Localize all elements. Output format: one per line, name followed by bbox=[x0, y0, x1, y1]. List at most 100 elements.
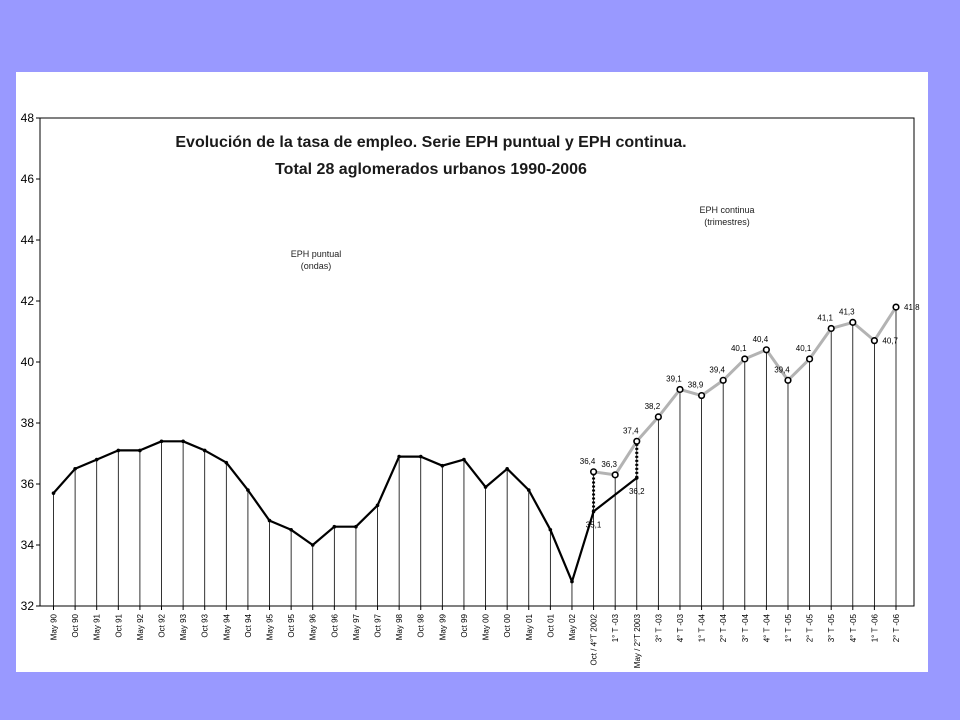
point-puntual bbox=[267, 518, 272, 523]
x-tick-label: Oct / 4°T 2002 bbox=[590, 613, 599, 665]
data-label: 41,3 bbox=[839, 307, 855, 316]
data-label: 38,9 bbox=[688, 381, 704, 390]
x-tick-label: May 98 bbox=[395, 613, 404, 640]
point-puntual bbox=[289, 527, 293, 532]
y-tick-label: 34 bbox=[21, 538, 35, 552]
x-tick-label: 1° T -06 bbox=[870, 613, 879, 642]
point-puntual bbox=[94, 457, 99, 462]
x-tick-label: 2° T -04 bbox=[719, 613, 728, 642]
x-tick-label: 2° T -06 bbox=[892, 613, 901, 642]
point-puntual bbox=[73, 466, 77, 471]
data-label: 38,2 bbox=[645, 402, 661, 411]
chart-subtitle: Total 28 aglomerados urbanos 1990-2006 bbox=[275, 161, 587, 178]
point-continua bbox=[697, 391, 706, 400]
x-tick-label: Oct 96 bbox=[330, 613, 339, 637]
data-label: 35,1 bbox=[586, 520, 602, 529]
x-tick-label: May 99 bbox=[438, 613, 447, 640]
x-tick-label: May 95 bbox=[266, 613, 275, 640]
point-puntual bbox=[570, 579, 574, 584]
data-label: 39,1 bbox=[666, 374, 682, 383]
point-puntual bbox=[548, 527, 553, 532]
point-continua bbox=[805, 355, 814, 363]
y-tick-label: 38 bbox=[21, 416, 35, 430]
point-puntual bbox=[116, 448, 121, 453]
y-tick-label: 46 bbox=[21, 172, 35, 186]
point-puntual bbox=[483, 485, 488, 489]
chart-title: Evolución de la tasa de empleo. Serie EP… bbox=[175, 134, 687, 151]
point-continua bbox=[589, 468, 598, 476]
x-tick-label: 3° T -05 bbox=[827, 613, 836, 642]
point-continua bbox=[827, 324, 835, 333]
x-tick-label: 4° T -04 bbox=[762, 613, 771, 642]
y-tick-label: 48 bbox=[21, 111, 35, 125]
point-puntual bbox=[354, 524, 358, 529]
data-label: 41,8 bbox=[904, 303, 920, 312]
series-label-puntual-line2: (ondas) bbox=[300, 261, 332, 271]
point-puntual bbox=[181, 439, 185, 444]
x-tick-label: May 90 bbox=[50, 613, 59, 640]
y-tick-label: 32 bbox=[21, 599, 35, 613]
point-puntual bbox=[397, 454, 401, 459]
x-tick-label: Oct 00 bbox=[503, 613, 512, 637]
data-label: 36,3 bbox=[601, 460, 617, 469]
point-puntual bbox=[224, 460, 229, 465]
y-tick-label: 40 bbox=[21, 355, 35, 369]
data-label: 40,7 bbox=[882, 337, 898, 346]
series-label-continua: EPH continua (trimestres) bbox=[672, 204, 782, 228]
x-tick-label: Oct 94 bbox=[244, 613, 253, 637]
data-label: 36,2 bbox=[629, 487, 645, 496]
x-tick-label: May 00 bbox=[482, 613, 491, 640]
point-continua bbox=[784, 376, 792, 384]
y-tick-label: 42 bbox=[21, 294, 35, 308]
point-puntual bbox=[202, 448, 207, 453]
point-puntual bbox=[51, 491, 56, 495]
x-tick-label: May 92 bbox=[136, 613, 145, 640]
x-tick-label: 1° T -05 bbox=[784, 613, 793, 642]
x-tick-label: Oct 97 bbox=[374, 613, 383, 637]
point-puntual bbox=[505, 466, 509, 471]
x-tick-label: Oct 92 bbox=[158, 613, 167, 637]
point-puntual bbox=[440, 463, 445, 468]
series-label-continua-line2: (trimestres) bbox=[704, 217, 750, 227]
x-tick-label: 3° T -03 bbox=[654, 613, 663, 642]
y-tick-label: 44 bbox=[21, 233, 35, 247]
point-continua bbox=[741, 355, 749, 363]
data-label: 36,4 bbox=[580, 457, 596, 466]
plot-frame bbox=[39, 117, 915, 607]
x-tick-label: Oct 95 bbox=[287, 613, 296, 637]
x-tick-label: May / 2°T 2003 bbox=[633, 613, 642, 668]
x-tick-label: 1° T -03 bbox=[611, 613, 620, 642]
point-puntual bbox=[634, 476, 639, 480]
point-continua bbox=[870, 337, 878, 345]
series-label-continua-line1: EPH continua bbox=[699, 205, 755, 215]
series-label-puntual: EPH puntual (ondas) bbox=[261, 248, 371, 272]
series-line-puntual bbox=[52, 440, 638, 583]
x-tick-label: Oct 91 bbox=[114, 613, 123, 637]
x-tick-label: May 96 bbox=[309, 613, 318, 640]
y-tick-label: 36 bbox=[21, 477, 35, 491]
data-label: 41,1 bbox=[817, 313, 833, 322]
point-puntual bbox=[332, 524, 337, 529]
point-puntual bbox=[418, 454, 423, 459]
x-tick-label: May 02 bbox=[568, 613, 577, 640]
x-tick-label: 4° T -05 bbox=[849, 613, 858, 642]
x-tick-label: Oct 99 bbox=[460, 613, 469, 637]
x-tick-label: May 01 bbox=[525, 613, 534, 640]
point-continua bbox=[762, 346, 770, 354]
point-continua bbox=[654, 413, 662, 421]
x-tick-label: May 91 bbox=[93, 613, 102, 640]
chart-panel: 32 34 36 38 40 42 44 46 48 May 90 Oct 90 May 91 Oct … bbox=[16, 72, 928, 672]
point-puntual bbox=[591, 509, 596, 514]
data-label: 37,4 bbox=[623, 426, 639, 435]
point-puntual bbox=[310, 543, 315, 547]
data-label: 40,4 bbox=[753, 335, 769, 344]
x-tick-label: Oct 93 bbox=[201, 613, 210, 637]
series-label-puntual-line1: EPH puntual bbox=[290, 249, 342, 259]
x-tick-label: 1° T -04 bbox=[698, 613, 707, 642]
x-tick-label: Oct 90 bbox=[71, 613, 80, 637]
point-continua bbox=[676, 385, 684, 394]
data-label: 40,1 bbox=[796, 344, 812, 353]
point-continua bbox=[849, 318, 857, 326]
x-tick-label: Oct 01 bbox=[546, 613, 555, 637]
x-tick-label: Oct 98 bbox=[417, 613, 426, 637]
